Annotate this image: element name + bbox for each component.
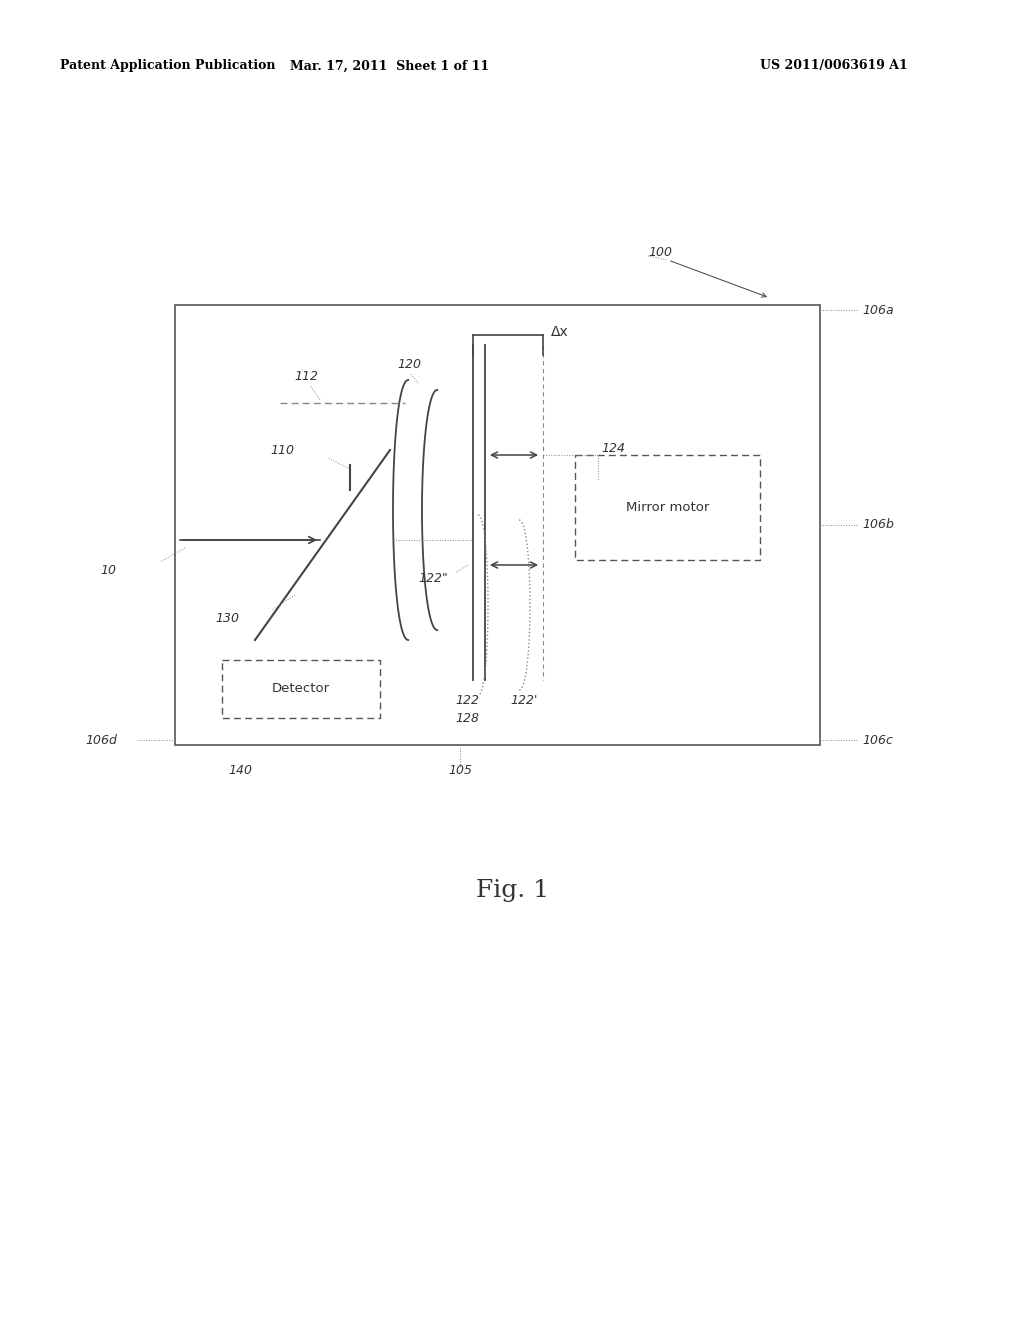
Text: Δx: Δx: [551, 325, 568, 339]
Text: 112: 112: [294, 370, 318, 383]
Text: 140: 140: [228, 763, 252, 776]
Text: 106c: 106c: [862, 734, 893, 747]
Text: Detector: Detector: [272, 682, 330, 696]
Text: 100: 100: [648, 247, 672, 260]
Text: 110: 110: [270, 444, 294, 457]
Text: Fig. 1: Fig. 1: [475, 879, 549, 902]
Text: Mirror motor: Mirror motor: [626, 502, 710, 513]
Text: 106b: 106b: [862, 519, 894, 532]
Text: 122": 122": [418, 572, 447, 585]
Bar: [175, 305, 820, 744]
Text: 106d: 106d: [85, 734, 117, 747]
Text: 122': 122': [510, 693, 538, 706]
Text: 130: 130: [215, 611, 239, 624]
Text: Patent Application Publication: Patent Application Publication: [60, 59, 275, 73]
Text: US 2011/0063619 A1: US 2011/0063619 A1: [760, 59, 907, 73]
Text: 128: 128: [455, 711, 479, 725]
Text: 122: 122: [455, 693, 479, 706]
Text: Mar. 17, 2011  Sheet 1 of 11: Mar. 17, 2011 Sheet 1 of 11: [291, 59, 489, 73]
Text: 10: 10: [100, 564, 116, 577]
Text: 120: 120: [397, 359, 421, 371]
Bar: [222, 660, 380, 718]
Text: 106a: 106a: [862, 304, 894, 317]
Text: 124: 124: [601, 441, 625, 454]
Bar: [575, 455, 760, 560]
Text: 105: 105: [449, 763, 472, 776]
